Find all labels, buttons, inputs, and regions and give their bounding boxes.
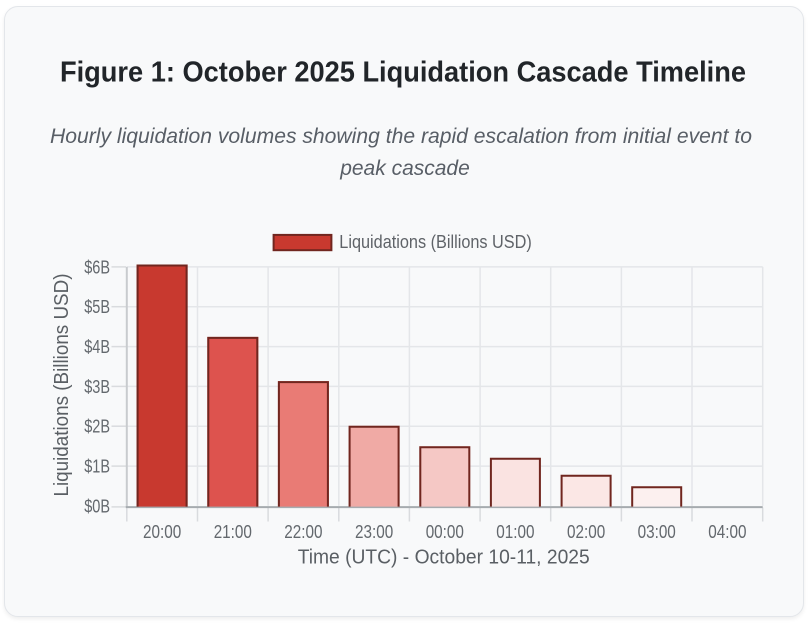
svg-text:Time (UTC) - October 10-11, 20: Time (UTC) - October 10-11, 2025 <box>298 546 590 569</box>
svg-text:$6B: $6B <box>84 256 110 277</box>
svg-text:$4B: $4B <box>84 336 110 357</box>
svg-text:01:00: 01:00 <box>496 521 534 542</box>
svg-text:20:00: 20:00 <box>143 521 181 542</box>
svg-text:$0B: $0B <box>84 495 110 516</box>
svg-text:Liquidations (Billions USD): Liquidations (Billions USD) <box>51 274 73 497</box>
svg-text:23:00: 23:00 <box>355 521 393 542</box>
svg-text:$2B: $2B <box>84 416 110 437</box>
svg-text:$5B: $5B <box>84 296 110 317</box>
svg-text:22:00: 22:00 <box>284 521 322 542</box>
svg-text:$1B: $1B <box>84 456 110 477</box>
svg-text:21:00: 21:00 <box>214 521 252 542</box>
svg-text:Figure 1: October 2025 Liquida: Figure 1: October 2025 Liquidation Casca… <box>60 57 746 89</box>
svg-text:$3B: $3B <box>84 376 110 397</box>
svg-text:02:00: 02:00 <box>567 521 605 542</box>
svg-text:03:00: 03:00 <box>638 521 676 542</box>
svg-text:00:00: 00:00 <box>426 521 464 542</box>
svg-text:04:00: 04:00 <box>708 521 746 542</box>
svg-text:Liquidations (Billions USD): Liquidations (Billions USD) <box>339 232 532 252</box>
svg-text:peak cascade: peak cascade <box>339 157 470 180</box>
svg-text:Hourly liquidation volumes sho: Hourly liquidation volumes showing the r… <box>50 125 752 148</box>
